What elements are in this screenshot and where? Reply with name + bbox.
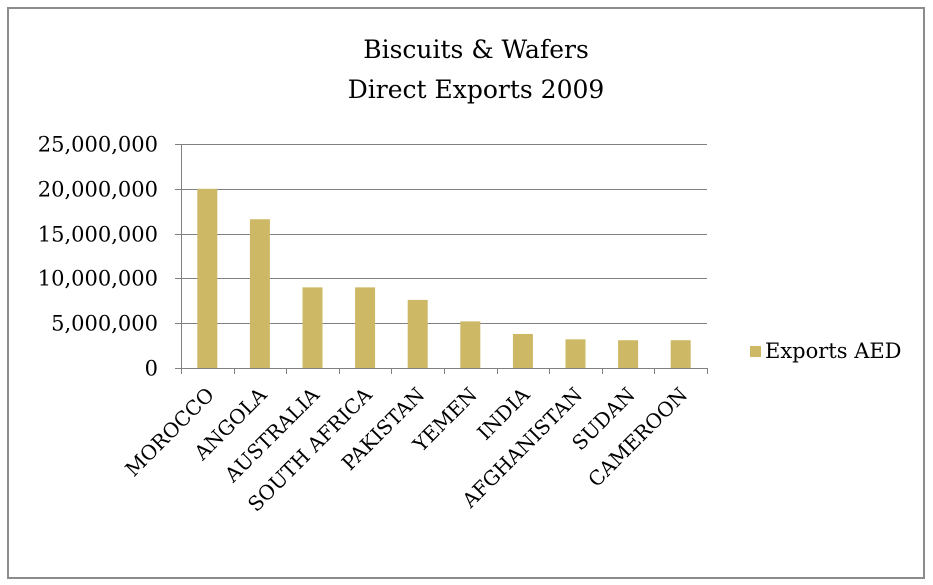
bar [197,188,218,368]
bar [512,333,533,368]
bar [249,219,270,368]
y-tick-label: 5,000,000 [51,312,158,336]
axes [181,144,708,374]
bar [302,287,323,368]
legend: Exports AED [750,339,902,363]
y-tick-label: 10,000,000 [38,267,158,291]
y-axis-ticks: 0 5,000,000 10,000,000 15,000,000 20,000,000… [38,133,181,381]
bar [618,340,639,368]
bar [407,299,428,368]
bar [355,287,376,368]
chart-title: Biscuits & Wafers [363,35,589,64]
bar [565,339,586,368]
y-tick-label: 15,000,000 [38,223,158,247]
bar [460,321,481,368]
bar [670,340,691,368]
chart-subtitle: Direct Exports 2009 [348,75,605,104]
chart-frame [7,7,925,579]
y-tick-label: 25,000,000 [38,133,158,157]
legend-label: Exports AED [765,339,902,363]
y-tick-label: 20,000,000 [38,178,158,202]
y-tick-label: 0 [145,357,158,381]
bars [197,188,691,368]
legend-swatch [750,346,761,357]
